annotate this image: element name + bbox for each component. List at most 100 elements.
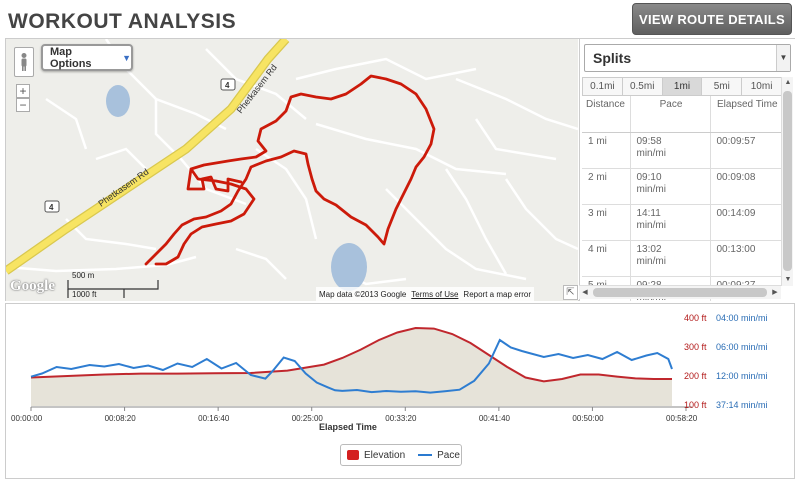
split-pace: 13:02 min/mi — [630, 240, 711, 277]
y-axis-ticks: 400 ft 300 ft 200 ft 100 ft 04:00 min/mi 06:0… — [684, 313, 768, 410]
table-row: 3 mi 14:11 min/mi 00:14:09 — [582, 204, 782, 241]
splits-vertical-scrollbar[interactable]: ▲ ▼ — [781, 77, 793, 286]
tab-0.1mi[interactable]: 0.1mi — [582, 77, 622, 96]
split-pace-value: 13:02 — [636, 243, 662, 255]
scrollbar-thumb[interactable] — [783, 91, 792, 271]
road-label-phetkasem-south: Phetkasem Rd — [96, 167, 150, 209]
scroll-left-icon[interactable]: ◀ — [582, 289, 588, 296]
split-pace-unit: min/mi — [636, 255, 666, 267]
split-pace-unit: min/mi — [636, 147, 666, 159]
tab-1mi[interactable]: 1mi — [661, 77, 702, 96]
map-options-dropdown[interactable]: Map Options ▼ — [41, 44, 133, 71]
scroll-up-icon[interactable]: ▲ — [784, 79, 792, 86]
scrollbar-thumb[interactable] — [593, 288, 767, 297]
elevation-area-fill — [31, 328, 672, 406]
splits-dropdown[interactable]: Splits ▼ — [584, 44, 791, 72]
elevation-tick-label: 400 ft — [684, 313, 707, 323]
scroll-down-icon[interactable]: ▼ — [784, 276, 792, 283]
report-map-error-link[interactable]: Report a map error — [463, 289, 532, 299]
split-pace-unit: min/mi — [636, 183, 666, 195]
map-options-label: Map Options — [50, 45, 92, 70]
elevation-tick-label: 100 ft — [684, 400, 707, 410]
x-tick-label: 00:33:20 — [385, 414, 417, 423]
zoom-in-button[interactable]: + — [16, 84, 30, 98]
route-map[interactable]: 4 4 Phetkasem Rd Phetkasem Rd + − Map Op… — [6, 39, 578, 301]
zoom-out-button[interactable]: − — [16, 98, 30, 112]
workout-route-path — [144, 74, 436, 266]
route-4-label-south: 4 — [49, 203, 54, 212]
legend-pace-swatch — [418, 454, 433, 456]
split-elapsed: 00:14:09 — [710, 204, 782, 241]
column-header-pace: Pace — [630, 96, 711, 133]
pace-series-line — [30, 338, 673, 394]
map-canvas[interactable]: 4 4 Phetkasem Rd Phetkasem Rd — [6, 39, 578, 301]
x-tick-label: 00:58:20 — [666, 414, 698, 423]
legend-pace-label[interactable]: Pace — [437, 449, 460, 461]
elevation-series-line — [30, 326, 672, 383]
pace-tick-label: 06:00 min/mi — [716, 342, 768, 352]
splits-dropdown-label: Splits — [593, 50, 632, 66]
route-4-label-north: 4 — [225, 81, 230, 90]
split-elapsed: 00:13:00 — [710, 240, 782, 277]
pace-tick-label: 04:00 min/mi — [716, 313, 768, 323]
elevation-pace-chart[interactable]: 00:00:00 00:08:20 00:16:40 00:25:00 00:33:20… — [6, 304, 794, 478]
chart-legend: Elevation Pace — [340, 444, 462, 466]
street-view-pegman-icon[interactable] — [14, 47, 34, 77]
scale-label-imperial: 1000 ft — [72, 290, 97, 299]
zoom-control: + − — [16, 84, 30, 112]
scale-bar — [67, 280, 159, 298]
scale-label-metric: 500 m — [72, 271, 95, 280]
splits-table: Distance Pace Elapsed Time 1 mi 09:58 min… — [582, 96, 782, 301]
table-row: 2 mi 09:10 min/mi 00:09:08 — [582, 168, 782, 205]
split-distance: 2 mi — [582, 168, 631, 205]
expand-map-icon[interactable]: ⇱ — [563, 285, 578, 300]
x-tick-label: 00:00:00 — [11, 414, 43, 423]
chevron-down-icon: ▼ — [776, 45, 790, 71]
x-tick-label: 00:25:00 — [292, 414, 324, 423]
tab-10mi[interactable]: 10mi — [741, 77, 782, 96]
minor-roads — [6, 39, 578, 286]
column-header-elapsed-time: Elapsed Time — [710, 96, 782, 133]
legend-elevation-label[interactable]: Elevation — [364, 449, 406, 461]
map-data-text: Map data ©2013 Google — [319, 289, 407, 299]
table-row: 1 mi 09:58 min/mi 00:09:57 — [582, 132, 782, 169]
elevation-tick-label: 200 ft — [684, 371, 707, 381]
split-pace-value: 09:10 — [636, 171, 662, 183]
google-logo: Google — [10, 278, 55, 294]
x-tick-label: 00:41:40 — [479, 414, 511, 423]
x-tick-label: 00:16:40 — [198, 414, 230, 423]
split-pace-value: 14:11 — [636, 207, 661, 219]
x-tick-label: 00:08:20 — [105, 414, 137, 423]
split-distance: 3 mi — [582, 204, 631, 241]
elevation-tick-label: 300 ft — [684, 342, 707, 352]
major-road-casing — [6, 39, 290, 275]
pace-tick-label: 12:00 min/mi — [716, 371, 768, 381]
splits-horizontal-scrollbar[interactable]: ◀ ▶ — [579, 285, 781, 299]
view-route-details-button[interactable]: VIEW ROUTE DETAILS — [632, 3, 792, 35]
pace-tick-label: 37:14 min/mi — [716, 400, 768, 410]
split-interval-tabs: 0.1mi 0.5mi 1mi 5mi 10mi — [582, 77, 782, 96]
tab-5mi[interactable]: 5mi — [701, 77, 742, 96]
map-attribution: Map data ©2013 Google Terms of Use Repor… — [316, 287, 535, 301]
split-pace: 09:58 min/mi — [630, 132, 711, 169]
chart-frame: 00:00:00 00:08:20 00:16:40 00:25:00 00:33:20… — [5, 303, 795, 479]
x-axis-label: Elapsed Time — [319, 422, 377, 432]
caret-down-icon: ▼ — [122, 52, 131, 63]
scroll-right-icon[interactable]: ▶ — [772, 289, 778, 296]
split-elapsed: 00:09:57 — [710, 132, 782, 169]
route-4-shield-north — [220, 78, 236, 91]
split-pace-value: 09:58 — [636, 135, 662, 147]
split-pace: 09:10 min/mi — [630, 168, 711, 205]
tab-0.5mi[interactable]: 0.5mi — [621, 77, 662, 96]
x-tick-label: 00:50:00 — [572, 414, 604, 423]
x-axis-ticks: 00:00:00 00:08:20 00:16:40 00:25:00 00:33:20… — [11, 407, 698, 423]
page-title: WORKOUT ANALYSIS — [8, 10, 237, 33]
split-distance: 4 mi — [582, 240, 631, 277]
lake-south — [331, 243, 367, 291]
split-pace-unit: min/mi — [636, 219, 666, 231]
terms-of-use-link[interactable]: Terms of Use — [411, 289, 459, 299]
legend-elevation-swatch — [347, 450, 359, 460]
route-4-shield-south — [44, 200, 60, 213]
split-elapsed: 00:09:08 — [710, 168, 782, 205]
lake-north — [106, 85, 130, 117]
